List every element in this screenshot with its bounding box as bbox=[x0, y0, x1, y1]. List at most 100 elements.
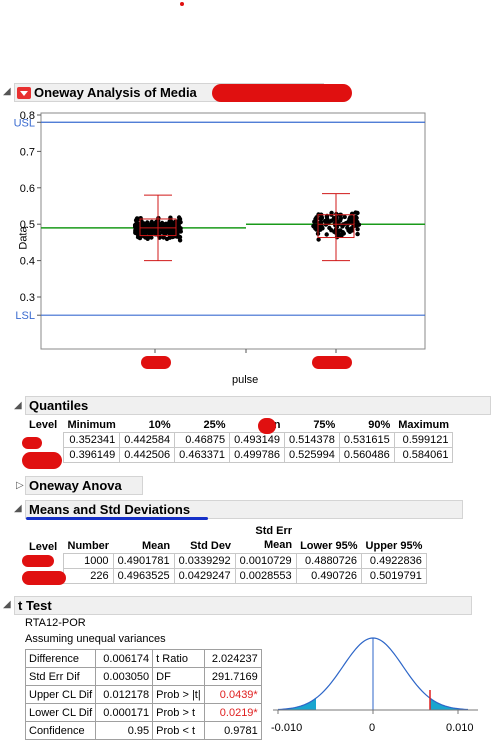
ttest-comparison: RTA12-POR bbox=[25, 617, 86, 629]
data-point bbox=[176, 215, 182, 220]
table-cell: 0.352341 bbox=[62, 432, 121, 448]
data-point bbox=[167, 235, 173, 240]
redaction-mark bbox=[258, 418, 276, 434]
quantiles-header-cell: dian bbox=[229, 418, 285, 433]
table-cell: 0.442584 bbox=[119, 432, 176, 448]
collapse-triangle-icon[interactable]: ◢ bbox=[3, 599, 11, 610]
redaction-mark bbox=[22, 571, 66, 585]
redaction-mark bbox=[212, 84, 352, 102]
ttest-stat-value-cell: 0.0219* bbox=[203, 703, 262, 722]
y-tick-label: 0.5 bbox=[20, 219, 35, 231]
y-tick-label: USL bbox=[14, 117, 35, 129]
x-axis-label: pulse bbox=[232, 374, 259, 386]
redaction-mark bbox=[22, 555, 54, 567]
means-header-cell: Level bbox=[25, 523, 64, 554]
quantiles-header-cell: 90% bbox=[339, 418, 395, 433]
data-point bbox=[355, 227, 360, 232]
blue-underline-mark bbox=[26, 517, 208, 520]
y-tick-label: 0.4 bbox=[20, 256, 35, 268]
quantiles-table: Level Minimum 10% 25% dian 75% 90% Maxim… bbox=[25, 418, 454, 463]
table-cell: 0.560486 bbox=[338, 447, 395, 463]
means-header-cell: Upper 95% bbox=[361, 523, 427, 554]
red-dot-marker bbox=[180, 2, 184, 6]
data-point bbox=[338, 218, 343, 223]
table-cell: 0.0339292 bbox=[173, 553, 236, 569]
means-header-cell: Lower 95% bbox=[296, 523, 362, 554]
data-point bbox=[324, 232, 329, 237]
ttest-stat-value-cell: 2.024237 bbox=[203, 649, 262, 668]
table-cell: 0.0028553 bbox=[234, 568, 297, 584]
ttest-stat-value-cell: 291.7169 bbox=[203, 667, 262, 686]
table-cell: 0.514378 bbox=[283, 432, 340, 448]
data-point bbox=[178, 229, 183, 234]
ttest-stat-cell: Prob < t bbox=[152, 721, 205, 740]
ttest-value-cell: 0.95 bbox=[95, 721, 154, 740]
anova-title: Oneway Anova bbox=[29, 478, 122, 493]
ttest-header: t Test bbox=[14, 596, 472, 615]
quantiles-title: Quantiles bbox=[29, 398, 89, 413]
means-header-cell: Number bbox=[63, 523, 114, 554]
data-point bbox=[317, 226, 323, 231]
table-row: Lower CL Dif 0.000171 Prob > t 0.0219* bbox=[24, 703, 262, 722]
table-cell: 0.396149 bbox=[62, 447, 121, 463]
quantiles-header-cell: 25% bbox=[174, 418, 230, 433]
table-cell: 0.463371 bbox=[174, 447, 231, 463]
data-point bbox=[168, 220, 174, 225]
data-point bbox=[313, 216, 318, 222]
table-cell: 0.499786 bbox=[229, 447, 285, 463]
collapse-triangle-icon[interactable]: ◢ bbox=[14, 400, 22, 411]
data-point bbox=[316, 237, 321, 242]
right-tail-area bbox=[430, 698, 468, 710]
data-point bbox=[337, 232, 342, 237]
table-cell: 0.4922836 bbox=[361, 553, 427, 569]
y-axis-label: Data bbox=[17, 226, 30, 250]
y-tick-label: LSL bbox=[15, 310, 35, 322]
table-row: 0.396149 0.442506 0.463371 0.499786 0.52… bbox=[25, 447, 454, 463]
collapse-triangle-icon[interactable]: ◢ bbox=[14, 503, 22, 514]
table-row: Std Err Dif 0.003050 DF 291.7169 bbox=[24, 667, 262, 686]
ttest-label-cell: Confidence bbox=[24, 721, 97, 740]
table-cell: 0.525994 bbox=[283, 447, 340, 463]
table-cell: 0.4880726 bbox=[295, 553, 363, 569]
ttest-value-cell: 0.012178 bbox=[95, 685, 154, 704]
data-point bbox=[332, 221, 338, 226]
redaction-mark bbox=[22, 437, 42, 449]
ttest-label-cell: Difference bbox=[24, 649, 97, 668]
ttest-stat-cell: t Ratio bbox=[152, 649, 205, 668]
data-point bbox=[319, 216, 324, 221]
collapse-triangle-icon[interactable]: ◢ bbox=[3, 86, 11, 97]
y-tick-label: 0.3 bbox=[20, 292, 35, 304]
data-point bbox=[166, 223, 171, 228]
table-cell: 0.4901781 bbox=[112, 553, 175, 569]
dist-axis-label-zero: 0 bbox=[369, 722, 376, 734]
anova-header[interactable]: Oneway Anova bbox=[25, 476, 143, 495]
t-distribution-plot bbox=[273, 637, 478, 714]
data-point bbox=[149, 221, 154, 227]
table-cell: 0.5019791 bbox=[361, 568, 427, 584]
table-row: Difference 0.006174 t Ratio 2.024237 bbox=[24, 649, 262, 668]
dist-axis-label-right: 0.010 bbox=[446, 722, 474, 734]
table-cell: 0.490726 bbox=[295, 568, 363, 584]
table-cell: 0.0010729 bbox=[234, 553, 297, 569]
ttest-title: t Test bbox=[18, 598, 52, 613]
table-cell: 1000 bbox=[63, 553, 114, 569]
quantiles-header: Quantiles bbox=[25, 396, 491, 415]
data-point bbox=[146, 229, 151, 235]
ttest-value-cell: 0.003050 bbox=[95, 667, 154, 686]
means-header-cell: Mean bbox=[113, 523, 175, 554]
y-tick-label: 0.6 bbox=[20, 183, 35, 195]
left-tail-area bbox=[278, 698, 316, 710]
expand-triangle-icon[interactable]: ▷ bbox=[16, 480, 24, 491]
oneway-title: Oneway Analysis of Media bbox=[34, 85, 197, 100]
means-header-cell: Std Dev bbox=[174, 523, 236, 554]
table-row: Upper CL Dif 0.012178 Prob > |t| 0.0439* bbox=[24, 685, 262, 704]
data-point bbox=[176, 222, 181, 227]
table-cell: 0.46875 bbox=[174, 432, 231, 448]
quantiles-header-cell: Maximum bbox=[394, 418, 453, 433]
redaction-mark bbox=[141, 356, 171, 369]
data-point bbox=[329, 210, 334, 216]
red-triangle-menu-icon[interactable] bbox=[17, 86, 31, 99]
data-point bbox=[342, 214, 347, 220]
data-point bbox=[142, 229, 148, 234]
